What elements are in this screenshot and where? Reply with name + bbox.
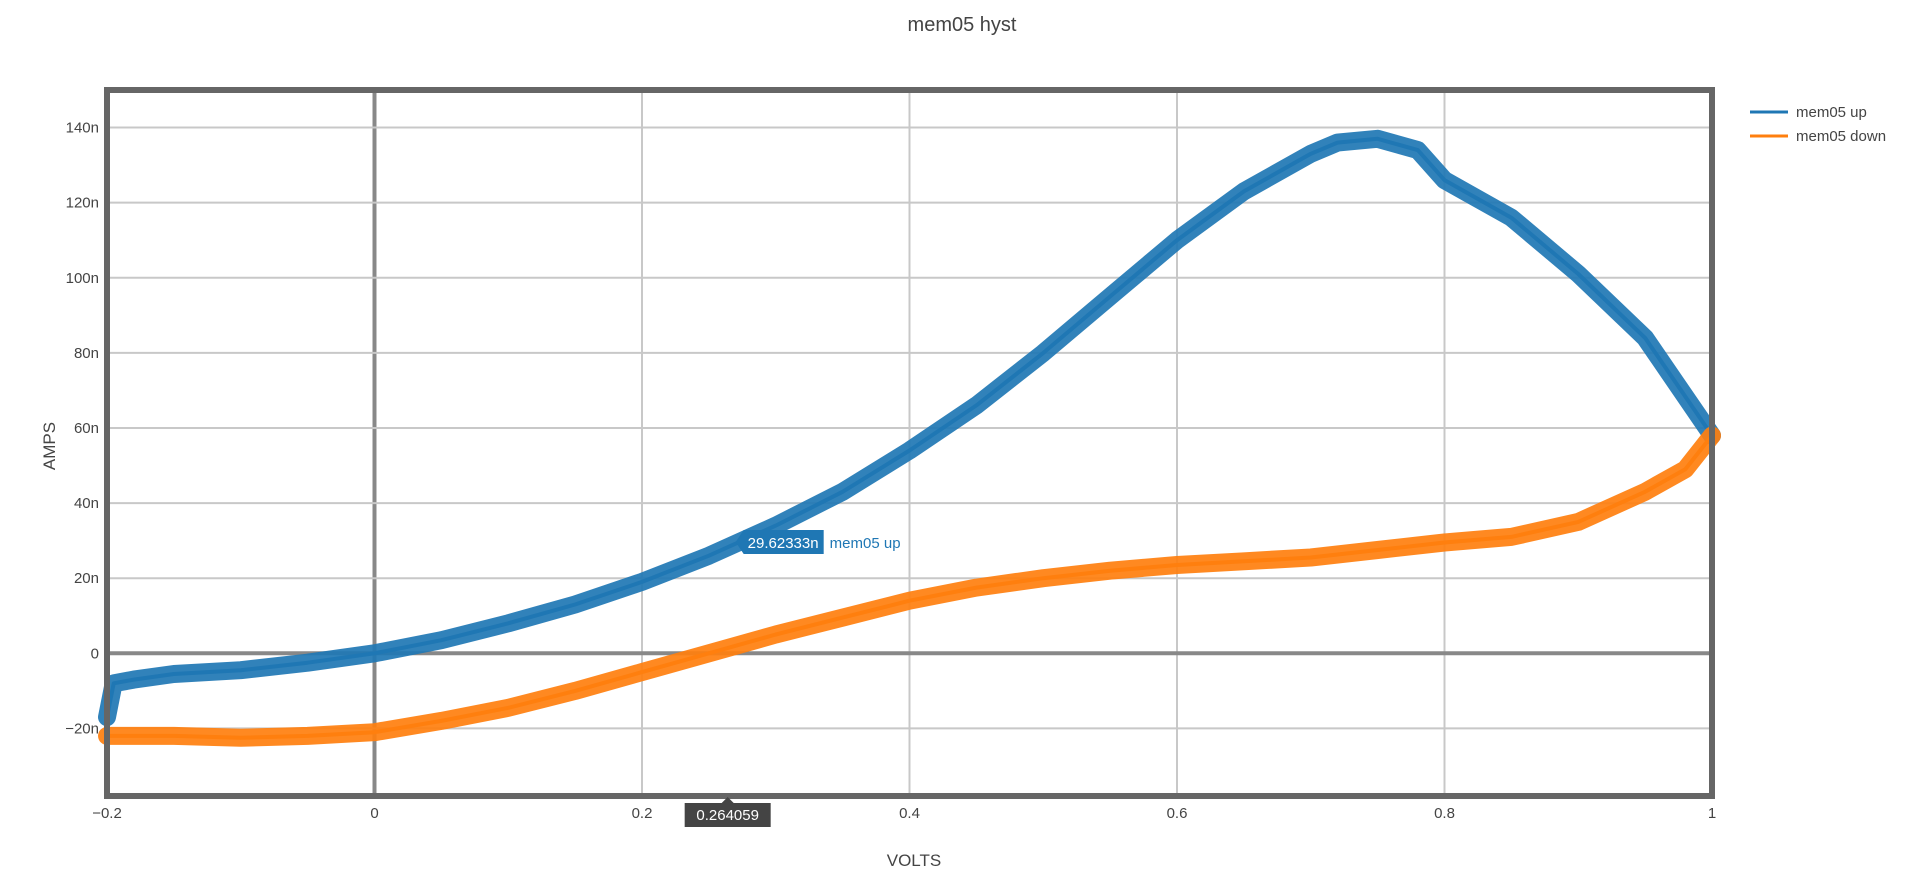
legend-label: mem05 down — [1796, 128, 1886, 145]
series-layer[interactable] — [98, 129, 1721, 747]
x-tick-label: 0.4 — [899, 805, 920, 822]
y-tick-label: 80n — [74, 345, 99, 362]
plot-frame — [104, 87, 1715, 799]
legend-item-0[interactable]: mem05 up — [1750, 104, 1867, 121]
legend[interactable]: mem05 up mem05 down — [1750, 104, 1886, 145]
series-core-0 — [105, 136, 1714, 718]
x-tick-label: 1 — [1708, 805, 1716, 822]
x-tick-label: 0.2 — [632, 805, 653, 822]
x-tick-label: −0.2 — [92, 805, 122, 822]
x-hover-box — [684, 797, 771, 827]
y-tick-label: 100n — [66, 270, 99, 287]
y-axis-ticks: −20n 0 20n 40n 60n 80n 100n 120n 140n — [65, 120, 99, 738]
x-axis-title: VOLTS — [887, 851, 941, 870]
series-core-1 — [107, 434, 1714, 740]
legend-label: mem05 up — [1796, 104, 1867, 121]
x-axis-ticks: −0.2 0 0.2 0.4 0.6 0.8 1 — [92, 805, 1716, 822]
x-tick-label: 0.8 — [1434, 805, 1455, 822]
chart-title: mem05 hyst — [908, 14, 1017, 36]
y-hover-box — [735, 530, 824, 555]
y-hover-value: 29.62333n — [748, 535, 819, 552]
y-tick-label: −20n — [65, 720, 99, 737]
legend-item-1[interactable]: mem05 down — [1750, 128, 1886, 145]
y-axis-title: AMPS — [40, 422, 59, 470]
y-tick-label: 120n — [66, 195, 99, 212]
y-tick-label: 60n — [74, 420, 99, 437]
hover-tooltip: 0.264059 29.62333n mem05 up — [684, 530, 901, 827]
y-tick-label: 140n — [66, 120, 99, 137]
x-tick-label: 0 — [370, 805, 378, 822]
x-tick-label: 0.6 — [1167, 805, 1188, 822]
y-tick-label: 0 — [91, 645, 99, 662]
y-tick-label: 20n — [74, 570, 99, 587]
x-hover-label: 0.264059 — [696, 807, 759, 824]
y-hover-series: mem05 up — [830, 535, 901, 552]
y-tick-label: 40n — [74, 495, 99, 512]
